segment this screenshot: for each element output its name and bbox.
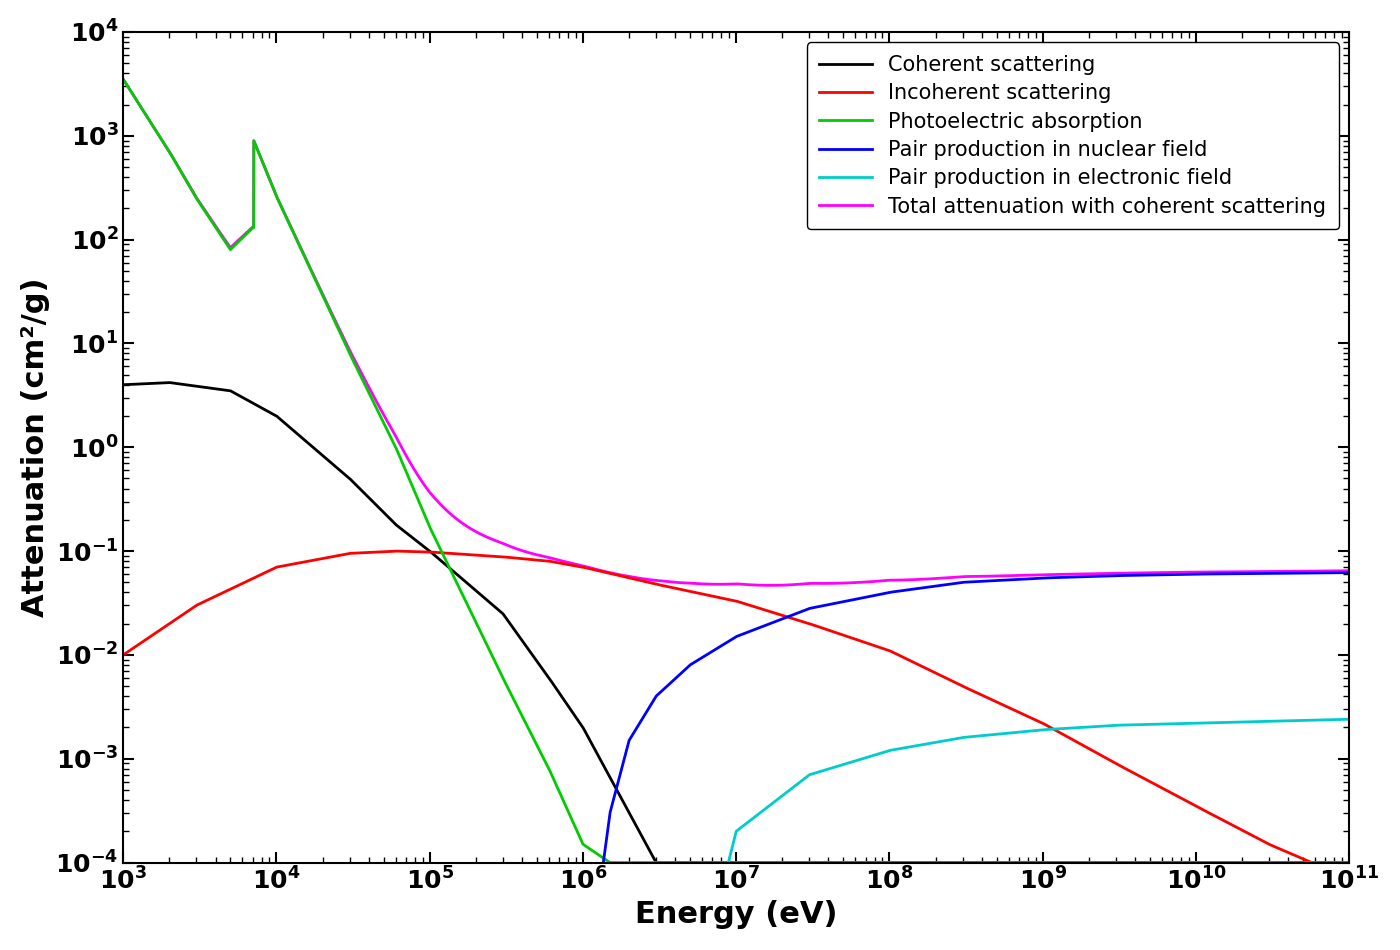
Coherent scattering (1089, 857, 1106, 868)
Photoelectric absorption (1341, 857, 1358, 868)
Line: Pair production in electronic field: Pair production in electronic field (123, 719, 1350, 950)
Photoelectric absorption (559, 804, 575, 815)
Incoherent scattering (388, 545, 405, 557)
Pair production in nuclear field (1023, 573, 1040, 584)
Legend: Coherent scattering, Incoherent scattering, Photoelectric absorption, Pair produ: Coherent scattering, Incoherent scatteri… (806, 43, 1338, 229)
Line: Pair production in nuclear field: Pair production in nuclear field (123, 573, 1350, 950)
Total attenuation with coherent scattering (176, 172, 193, 183)
Total attenuation with coherent scattering (893, 575, 910, 586)
Incoherent scattering (1023, 712, 1040, 724)
Photoelectric absorption (1089, 857, 1106, 868)
Coherent scattering (115, 379, 132, 390)
Total attenuation with coherent scattering (763, 580, 780, 591)
Pair production in nuclear field (840, 595, 857, 606)
Total attenuation with coherent scattering (1089, 568, 1106, 580)
Photoelectric absorption (115, 73, 132, 85)
Line: Coherent scattering: Coherent scattering (123, 383, 1350, 863)
Pair production in nuclear field (1089, 571, 1106, 582)
Coherent scattering (559, 699, 575, 711)
Line: Photoelectric absorption: Photoelectric absorption (123, 79, 1350, 863)
Incoherent scattering (893, 651, 910, 662)
Incoherent scattering (840, 631, 857, 642)
Line: Total attenuation with coherent scattering: Total attenuation with coherent scatteri… (123, 79, 1350, 585)
Incoherent scattering (1089, 748, 1106, 759)
Pair production in nuclear field (893, 585, 910, 597)
Pair production in electronic field (1341, 713, 1358, 725)
Total attenuation with coherent scattering (115, 73, 132, 85)
Photoelectric absorption (602, 857, 619, 868)
Pair production in electronic field (1089, 721, 1106, 732)
Photoelectric absorption (176, 173, 193, 184)
Pair production in nuclear field (1341, 567, 1358, 579)
Coherent scattering (176, 379, 193, 390)
Pair production in electronic field (1023, 725, 1040, 736)
Coherent scattering (840, 857, 857, 868)
Coherent scattering (895, 857, 911, 868)
Coherent scattering (1341, 857, 1358, 868)
Incoherent scattering (559, 559, 575, 570)
Pair production in electronic field (840, 757, 857, 769)
Incoherent scattering (1341, 873, 1358, 884)
X-axis label: Energy (eV): Energy (eV) (636, 901, 837, 929)
Line: Incoherent scattering: Incoherent scattering (123, 551, 1350, 879)
Coherent scattering (648, 857, 665, 868)
Photoelectric absorption (893, 857, 910, 868)
Photoelectric absorption (840, 857, 857, 868)
Total attenuation with coherent scattering (840, 578, 857, 589)
Incoherent scattering (176, 607, 193, 618)
Coherent scattering (161, 377, 178, 389)
Y-axis label: Attenuation (cm²/g): Attenuation (cm²/g) (21, 277, 50, 617)
Photoelectric absorption (1023, 857, 1040, 868)
Total attenuation with coherent scattering (1341, 565, 1358, 577)
Pair production in electronic field (893, 743, 910, 754)
Total attenuation with coherent scattering (559, 557, 575, 568)
Incoherent scattering (115, 649, 132, 660)
Coherent scattering (1023, 857, 1040, 868)
Total attenuation with coherent scattering (1023, 569, 1040, 580)
